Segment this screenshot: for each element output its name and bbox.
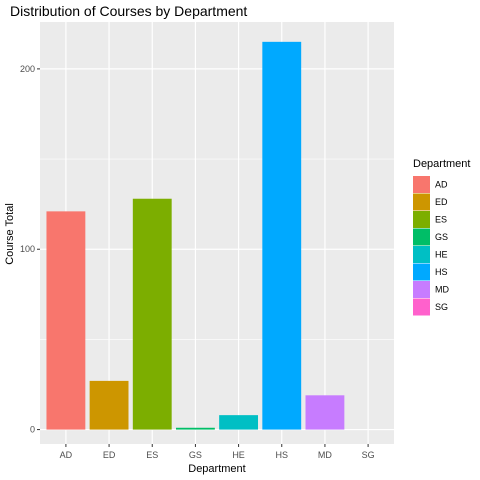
legend-key-md [413, 281, 430, 298]
legend-label: ES [435, 215, 447, 225]
x-tick-label: HS [275, 450, 288, 460]
chart-title: Distribution of Courses by Department [10, 3, 247, 19]
legend-label: GS [435, 232, 448, 242]
y-tick-label: 0 [30, 425, 35, 435]
x-tick-label: GS [189, 450, 202, 460]
plot-panel [40, 22, 394, 444]
x-axis-title: Department [188, 463, 245, 475]
legend-key-es [413, 211, 430, 228]
y-axis: 0 100 200 [20, 64, 40, 435]
y-tick-label: 200 [20, 64, 35, 74]
y-axis-title: Course Total [4, 203, 16, 265]
legend-key-gs [413, 228, 430, 246]
bar-ad [46, 211, 86, 430]
bar-ed [89, 380, 129, 430]
minor-gridlines [40, 158, 394, 340]
legend-key-sg [413, 298, 430, 316]
bar-es [132, 198, 172, 430]
x-axis: AD ED ES GS HE HS MD SG [60, 444, 375, 460]
bar-he [219, 415, 259, 430]
x-tick-label: ES [146, 450, 158, 460]
legend: Department AD ED ES GS HE HS MD SG [413, 158, 470, 316]
legend-label: MD [435, 285, 449, 295]
legend-title: Department [413, 158, 470, 170]
bar-hs [262, 41, 302, 430]
x-tick-label: AD [60, 450, 73, 460]
legend-key-hs [413, 263, 430, 281]
x-tick-label: HE [232, 450, 245, 460]
x-tick-label: MD [318, 450, 332, 460]
legend-label: HE [435, 250, 448, 260]
legend-label: AD [435, 180, 448, 190]
legend-key-ad [413, 176, 430, 193]
legend-key-ed [413, 193, 430, 211]
legend-label: ED [435, 197, 448, 207]
bar-md [305, 395, 345, 430]
legend-label: SG [435, 302, 448, 312]
bar-gs [175, 427, 215, 430]
y-tick-label: 100 [20, 244, 35, 254]
x-tick-label: SG [362, 450, 375, 460]
legend-key-he [413, 246, 430, 263]
x-tick-label: ED [103, 450, 116, 460]
bars [46, 41, 345, 430]
legend-label: HS [435, 267, 448, 277]
